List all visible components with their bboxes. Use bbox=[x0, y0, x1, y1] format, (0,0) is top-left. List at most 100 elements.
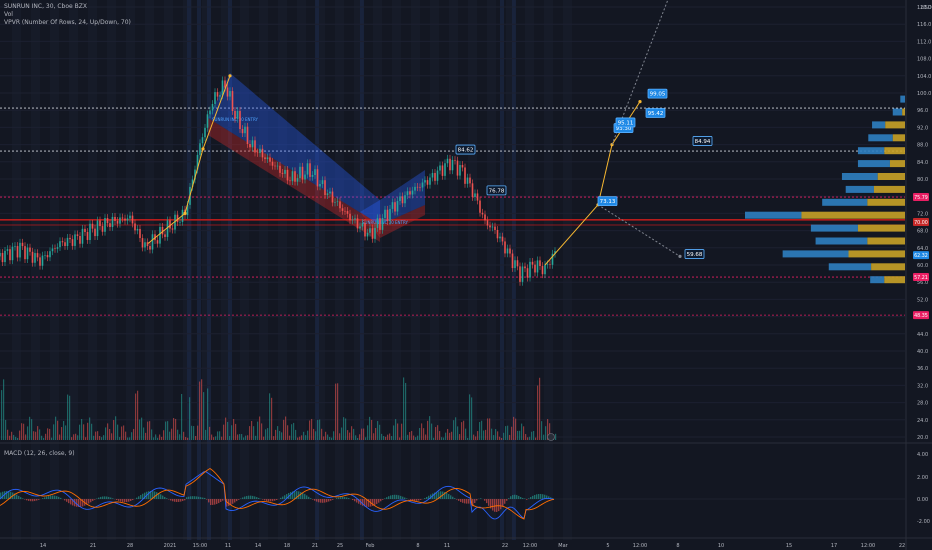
candle-body bbox=[89, 223, 91, 240]
macd-histogram-bar bbox=[88, 499, 90, 504]
volume-bar bbox=[37, 426, 39, 440]
volume-bar bbox=[125, 431, 127, 440]
candle-body bbox=[149, 246, 151, 250]
volume-bar bbox=[291, 424, 293, 440]
macd-histogram-bar bbox=[8, 491, 10, 499]
macd-histogram-bar bbox=[376, 499, 378, 504]
candle-body bbox=[141, 238, 144, 248]
volume-bar bbox=[501, 437, 503, 440]
volume-bar bbox=[167, 421, 169, 440]
macd-histogram-bar bbox=[280, 497, 282, 499]
macd-histogram-bar bbox=[126, 499, 128, 503]
macd-histogram-bar bbox=[152, 491, 154, 499]
candle-body bbox=[46, 255, 49, 258]
highlight-band bbox=[500, 0, 504, 540]
volume-profile-up bbox=[782, 250, 849, 258]
volume-bar bbox=[343, 417, 345, 440]
macd-histogram-bar bbox=[410, 499, 412, 500]
candle-body bbox=[249, 144, 251, 148]
volume-bar bbox=[409, 432, 411, 440]
macd-histogram-bar bbox=[236, 499, 238, 502]
volume-bar bbox=[97, 431, 99, 440]
candle-body bbox=[424, 180, 426, 183]
volume-bar bbox=[265, 429, 267, 440]
session-band bbox=[107, 0, 116, 540]
macd-histogram-bar bbox=[542, 494, 544, 499]
macd-histogram-bar bbox=[544, 494, 546, 499]
volume-bar bbox=[75, 433, 77, 440]
macd-histogram-bar bbox=[552, 498, 554, 499]
candle-body bbox=[16, 246, 19, 258]
candle-body bbox=[429, 177, 431, 185]
volume-bar bbox=[139, 419, 141, 440]
volume-profile-down bbox=[884, 147, 905, 155]
volume-bar bbox=[517, 430, 519, 440]
candle-body bbox=[466, 177, 469, 184]
price-label-text: 73.13 bbox=[600, 199, 616, 205]
macd-histogram-bar bbox=[212, 499, 214, 505]
volume-bar bbox=[47, 428, 49, 440]
projection-dashed bbox=[597, 204, 681, 257]
highlight-band bbox=[197, 0, 201, 540]
volume-bar bbox=[49, 428, 51, 440]
volume-bar bbox=[215, 436, 217, 440]
candle-body bbox=[209, 110, 211, 115]
macd-histogram-bar bbox=[210, 499, 212, 505]
macd-histogram-bar bbox=[2, 491, 4, 499]
price-label-box bbox=[455, 144, 476, 155]
candle-body bbox=[396, 201, 399, 212]
volume-bar bbox=[539, 377, 541, 440]
macd-histogram-bar bbox=[550, 497, 552, 499]
macd-histogram-bar bbox=[382, 499, 384, 500]
macd-histogram-bar bbox=[314, 499, 316, 501]
volume-bar bbox=[447, 428, 449, 440]
volume-bar bbox=[309, 420, 311, 440]
macd-histogram-bar bbox=[204, 497, 206, 499]
volume-legend[interactable]: Vol bbox=[4, 11, 13, 18]
macd-histogram-bar bbox=[158, 493, 160, 499]
candle-body bbox=[186, 204, 189, 216]
vpvr-legend[interactable]: VPVR (Number Of Rows, 24, Up/Down, 70) bbox=[4, 19, 131, 26]
volume-bar bbox=[405, 382, 407, 440]
macd-histogram-bar bbox=[48, 495, 50, 499]
macd-histogram-bar bbox=[420, 499, 422, 500]
macd-histogram-bar bbox=[396, 494, 398, 499]
macd-histogram-bar bbox=[330, 499, 332, 501]
time-tick-label: 18 bbox=[284, 543, 290, 549]
candle-body bbox=[144, 242, 146, 248]
volume-bar bbox=[503, 432, 505, 440]
volume-bar bbox=[147, 421, 149, 440]
candle-body bbox=[474, 193, 476, 198]
macd-histogram-bar bbox=[490, 499, 492, 509]
symbol-legend[interactable]: SUNRUN INC, 30, Cboe BZX bbox=[4, 3, 87, 10]
projection-dashed-head bbox=[678, 254, 682, 258]
volume-bar bbox=[219, 431, 221, 440]
session-band bbox=[468, 0, 477, 540]
volume-profile-up bbox=[868, 134, 893, 142]
volume-bar bbox=[471, 397, 473, 440]
axis-badge bbox=[913, 251, 929, 260]
macd-histogram-bar bbox=[358, 499, 360, 504]
macd-legend[interactable]: MACD (12, 26, close, 9) bbox=[4, 450, 75, 457]
macd-histogram-bar bbox=[428, 495, 430, 499]
macd-histogram-bar bbox=[142, 493, 144, 499]
candle-body bbox=[54, 248, 56, 250]
candle-body bbox=[279, 165, 281, 173]
session-band bbox=[487, 0, 496, 540]
macd-histogram-bar bbox=[302, 492, 304, 499]
volume-bar bbox=[229, 435, 231, 440]
highlight-band bbox=[187, 0, 191, 540]
volume-bar bbox=[93, 435, 95, 440]
candle-body bbox=[551, 253, 554, 265]
time-tick-label: 8 bbox=[416, 543, 419, 549]
price-tick-label: 68.0 bbox=[917, 229, 928, 235]
candle-body bbox=[324, 180, 326, 196]
macd-histogram-bar bbox=[244, 496, 246, 499]
macd-histogram-bar bbox=[58, 496, 60, 499]
candle-body bbox=[86, 231, 89, 240]
time-tick-label: 25 bbox=[337, 543, 343, 549]
macd-histogram-bar bbox=[344, 497, 346, 499]
volume-bar bbox=[81, 419, 83, 440]
volume-bar bbox=[73, 434, 75, 440]
